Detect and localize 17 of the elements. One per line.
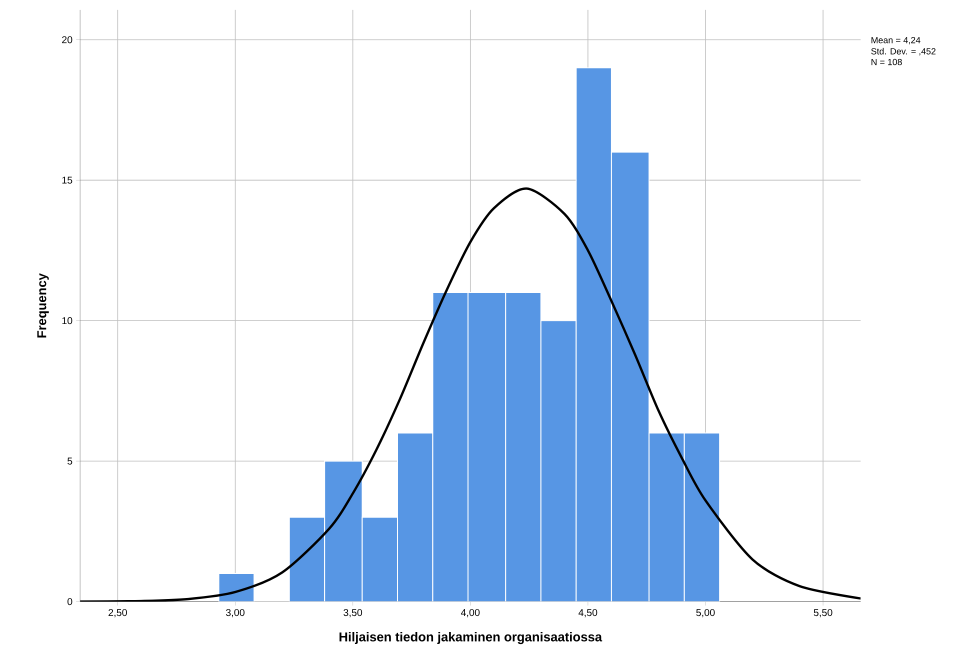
x-tick-label: 5,00 — [696, 608, 715, 618]
text: N = 108 — [872, 58, 902, 66]
y-axis-title: Frequency — [37, 273, 49, 338]
y-tick-label: 15 — [62, 176, 72, 184]
x-axis-title: Hiljaisen tiedon jakaminen organisaatiossa — [340, 632, 602, 644]
y-tick-label: 0 — [67, 598, 72, 605]
x-tick-label: 3,50 — [344, 608, 362, 618]
y-tick-label: 10 — [62, 317, 72, 324]
text: Std. Dev. = ,452 — [871, 48, 936, 56]
y-tick-label: 5 — [68, 458, 72, 464]
y-tick-label: 20 — [62, 36, 72, 44]
x-tick-label: 3,00 — [226, 608, 245, 618]
x-tick-label: 4,00 — [460, 608, 480, 618]
x-tick-label: 5,50 — [814, 608, 832, 618]
x-tick-label: 2,50 — [108, 608, 127, 618]
text: Mean = 4,24 — [872, 36, 920, 44]
x-tick-label: 4,50 — [578, 608, 598, 618]
